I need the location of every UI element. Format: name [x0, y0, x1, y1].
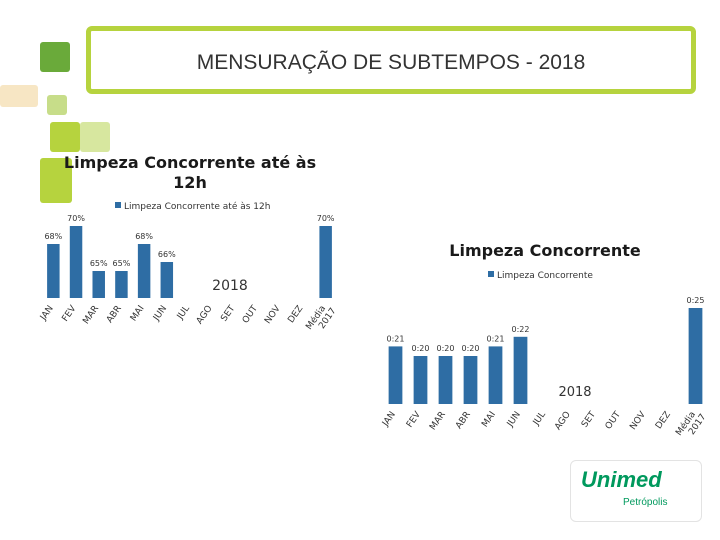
data-label: 0:20 — [412, 344, 430, 353]
chart-limpeza-concorrente: Limpeza Concorrente Limpeza Concorrente … — [380, 241, 708, 443]
bar-jan — [388, 346, 403, 404]
tick-label: ABR — [105, 304, 124, 325]
tick-label: JUN — [151, 304, 169, 324]
tick-label: MAR — [428, 410, 448, 432]
decor-square — [40, 158, 72, 203]
tick-label: OUT — [604, 410, 623, 432]
decor-square — [40, 42, 70, 72]
tick-label: SET — [580, 410, 598, 430]
bar-mai — [488, 346, 503, 404]
chart2-year-label: 2018 — [558, 385, 591, 400]
bar-fev — [69, 226, 83, 298]
tick-label: Média2017 — [304, 300, 339, 337]
tick-label: FEV — [61, 303, 79, 323]
bar-jun — [160, 262, 174, 298]
bar-mar — [438, 356, 453, 404]
tick-label: MAI — [480, 410, 498, 429]
data-label: 70% — [67, 214, 85, 223]
tick-label: SET — [219, 304, 237, 324]
tick-label: NOV — [628, 409, 648, 432]
bar-média-2017 — [319, 226, 332, 298]
data-label: 0:20 — [462, 344, 480, 353]
logo-city: Petrópolis — [623, 497, 668, 508]
data-label: 68% — [135, 232, 153, 241]
tick-label: JAN — [380, 410, 398, 429]
tick-label: JAN — [38, 304, 56, 323]
chart1-legend-swatch — [115, 202, 121, 208]
tick-label: ABR — [454, 410, 473, 431]
data-label: 65% — [113, 259, 131, 268]
data-label: 0:21 — [387, 334, 405, 343]
bar-mai — [137, 244, 151, 298]
bar-mar — [92, 271, 105, 298]
tick-label: OUT — [241, 304, 260, 326]
logo-brand: Unimed — [581, 467, 662, 492]
data-label: 0:25 — [687, 296, 705, 305]
chart1-title: Limpeza Concorrente até às 12h — [64, 153, 316, 192]
chart2-title: Limpeza Concorrente — [449, 241, 641, 260]
chart1-title-line2: 12h — [173, 173, 207, 192]
data-label: 0:22 — [512, 325, 530, 334]
slide-title: MENSURAÇÃO DE SUBTEMPOS - 2018 — [196, 51, 586, 74]
bar-jun — [513, 336, 528, 404]
data-label: 70% — [317, 214, 335, 223]
tick-label: MAR — [81, 304, 101, 326]
bar-abr — [115, 271, 128, 298]
data-label: 0:21 — [487, 334, 505, 343]
data-label: 65% — [90, 259, 108, 268]
decor-square — [0, 85, 38, 107]
decor-square — [80, 122, 110, 152]
tick-label: JUL — [531, 410, 548, 428]
chart-limpeza-12h: Limpeza Concorrente até às 12h Limpeza C… — [38, 153, 339, 337]
tick-label: JUN — [505, 410, 523, 430]
tick-label: NOV — [263, 303, 283, 326]
chart2-legend-swatch — [488, 271, 494, 277]
unimed-logo: Unimed Petrópolis — [570, 460, 702, 522]
tick-label: JUL — [175, 304, 192, 322]
decor-square — [47, 95, 67, 115]
bar-média-2017 — [688, 308, 703, 404]
chart1-year-label: 2018 — [212, 278, 248, 294]
data-label: 66% — [158, 250, 176, 259]
tick-label: Média2017 — [673, 406, 708, 443]
chart2-legend-text: Limpeza Concorrente — [497, 271, 593, 281]
bar-fev — [413, 356, 428, 404]
chart1-legend-text: Limpeza Concorrente até às 12h — [124, 201, 270, 212]
tick-label: AGO — [553, 410, 573, 432]
tick-label: MAI — [129, 304, 147, 323]
tick-label: FEV — [405, 409, 423, 429]
data-label: 0:20 — [437, 344, 455, 353]
bar-jan — [47, 244, 60, 298]
tick-label: AGO — [195, 304, 215, 326]
chart1-title-line1: Limpeza Concorrente até às — [64, 153, 316, 172]
tick-label: DEZ — [654, 410, 673, 431]
decor-square — [50, 122, 80, 152]
bar-abr — [463, 356, 478, 404]
tick-label: DEZ — [286, 304, 305, 325]
data-label: 68% — [44, 232, 62, 241]
title-bar: MENSURAÇÃO DE SUBTEMPOS - 2018 — [86, 26, 696, 94]
